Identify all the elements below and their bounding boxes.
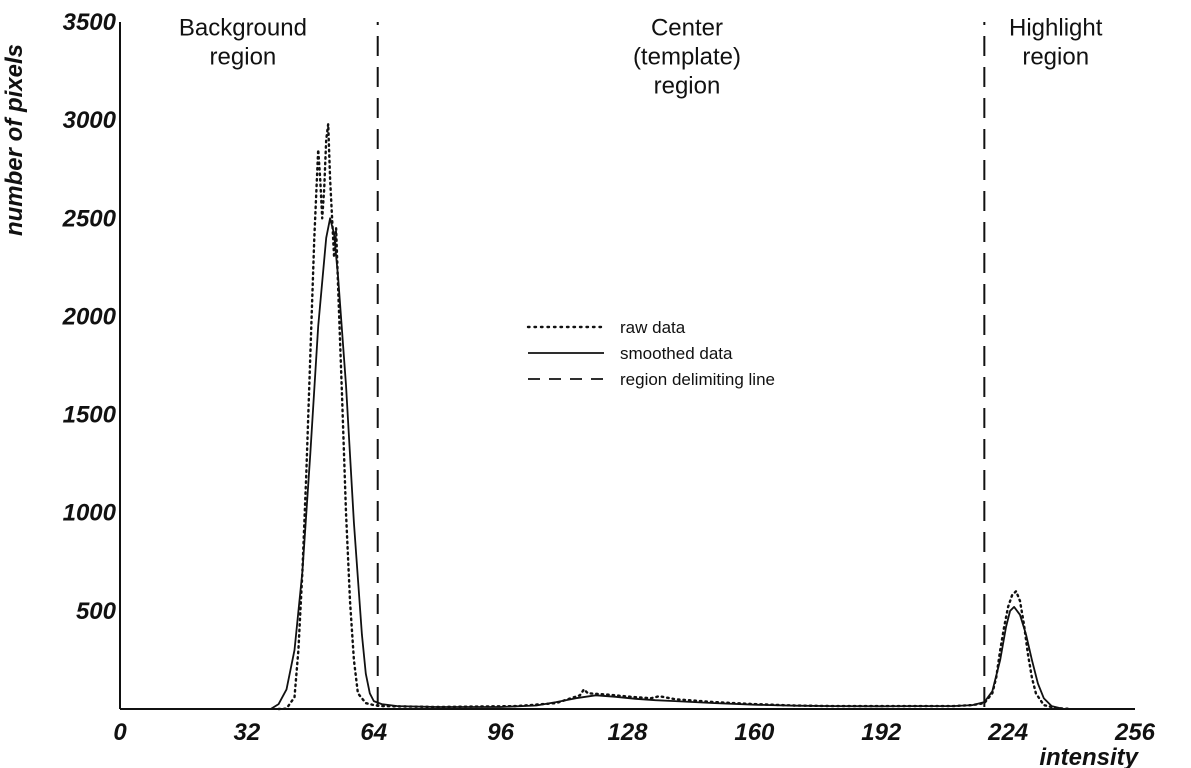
legend-region-line-label: region delimiting line: [620, 370, 775, 389]
x-tick-label: 96: [487, 719, 514, 746]
x-tick-label: 160: [734, 719, 775, 746]
y-axis-label: number of pixels: [1, 44, 28, 236]
region-label: Highlight region: [1009, 15, 1103, 71]
region-label: Center (template) region: [633, 15, 741, 100]
legend-smoothed-data-label: smoothed data: [620, 344, 733, 363]
x-tick-label: 128: [607, 719, 648, 746]
series-group: [270, 122, 1073, 711]
y-tick-label: 1500: [63, 402, 117, 429]
axes: [119, 22, 1135, 710]
x-tick-label: 0: [113, 719, 127, 746]
x-axis-label: intensity: [1039, 744, 1139, 768]
x-tick-label: 192: [861, 719, 902, 746]
y-tick-label: 500: [76, 598, 117, 625]
region-lines: [376, 22, 986, 707]
region-label: Background region: [179, 15, 307, 71]
smoothed-data-line: [270, 217, 1064, 710]
y-tick-label: 3000: [63, 107, 117, 134]
x-tick-label: 224: [987, 719, 1028, 746]
tick-labels: 0 32 64 96 128 160 192 224 256 500 1000 1500 2000 250…: [62, 9, 1156, 746]
region-labels: Background region Center (template) region Hi…: [179, 15, 1103, 100]
raw-data-line: [277, 122, 1073, 711]
y-tick-label: 3500: [63, 9, 117, 36]
legend: raw data smoothed data region delimiting l…: [526, 318, 775, 389]
x-tick-label: 32: [234, 719, 261, 746]
legend-raw-data-label: raw data: [620, 318, 686, 337]
y-tick-label: 2000: [62, 303, 117, 330]
x-tick-label: 64: [360, 719, 387, 746]
y-tick-label: 1000: [63, 500, 117, 527]
x-tick-label: 256: [1114, 719, 1156, 746]
y-tick-label: 2500: [62, 205, 117, 232]
